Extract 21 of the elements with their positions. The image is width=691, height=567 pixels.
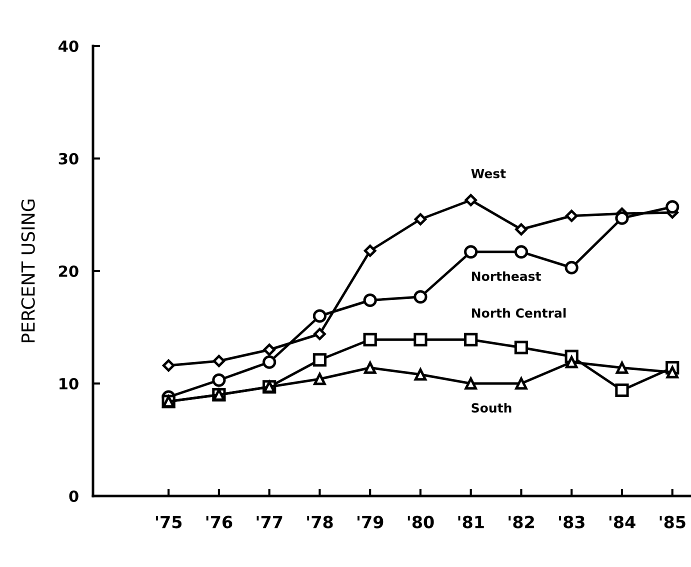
x-tick-label: '85	[660, 516, 686, 528]
y-tick-label: 10	[60, 378, 78, 390]
x-tick-label: '77	[256, 516, 282, 528]
series-label: Northeast	[472, 271, 541, 281]
x-tick-label: '75	[156, 516, 182, 528]
x-tick-label: '81	[458, 516, 484, 528]
y-axis-title: PERCENT USING	[21, 200, 35, 342]
y-tick-label: 20	[59, 265, 78, 278]
x-tick-label: '78	[307, 516, 333, 528]
x-tick-label: '80	[408, 516, 434, 528]
y-tick-label: 30	[58, 152, 78, 165]
y-tick-label: 0	[69, 490, 78, 502]
x-tick-label: '84	[609, 516, 636, 528]
x-tick-label: '82	[508, 516, 534, 528]
x-tick-label: '83	[559, 516, 584, 528]
series-label: South	[472, 402, 512, 413]
series-label: North Central	[472, 308, 566, 318]
x-tick-label: '76	[206, 516, 232, 528]
y-tick-label: 40	[58, 40, 78, 52]
series-label: West	[471, 168, 506, 178]
x-tick-label: '79	[358, 516, 384, 528]
